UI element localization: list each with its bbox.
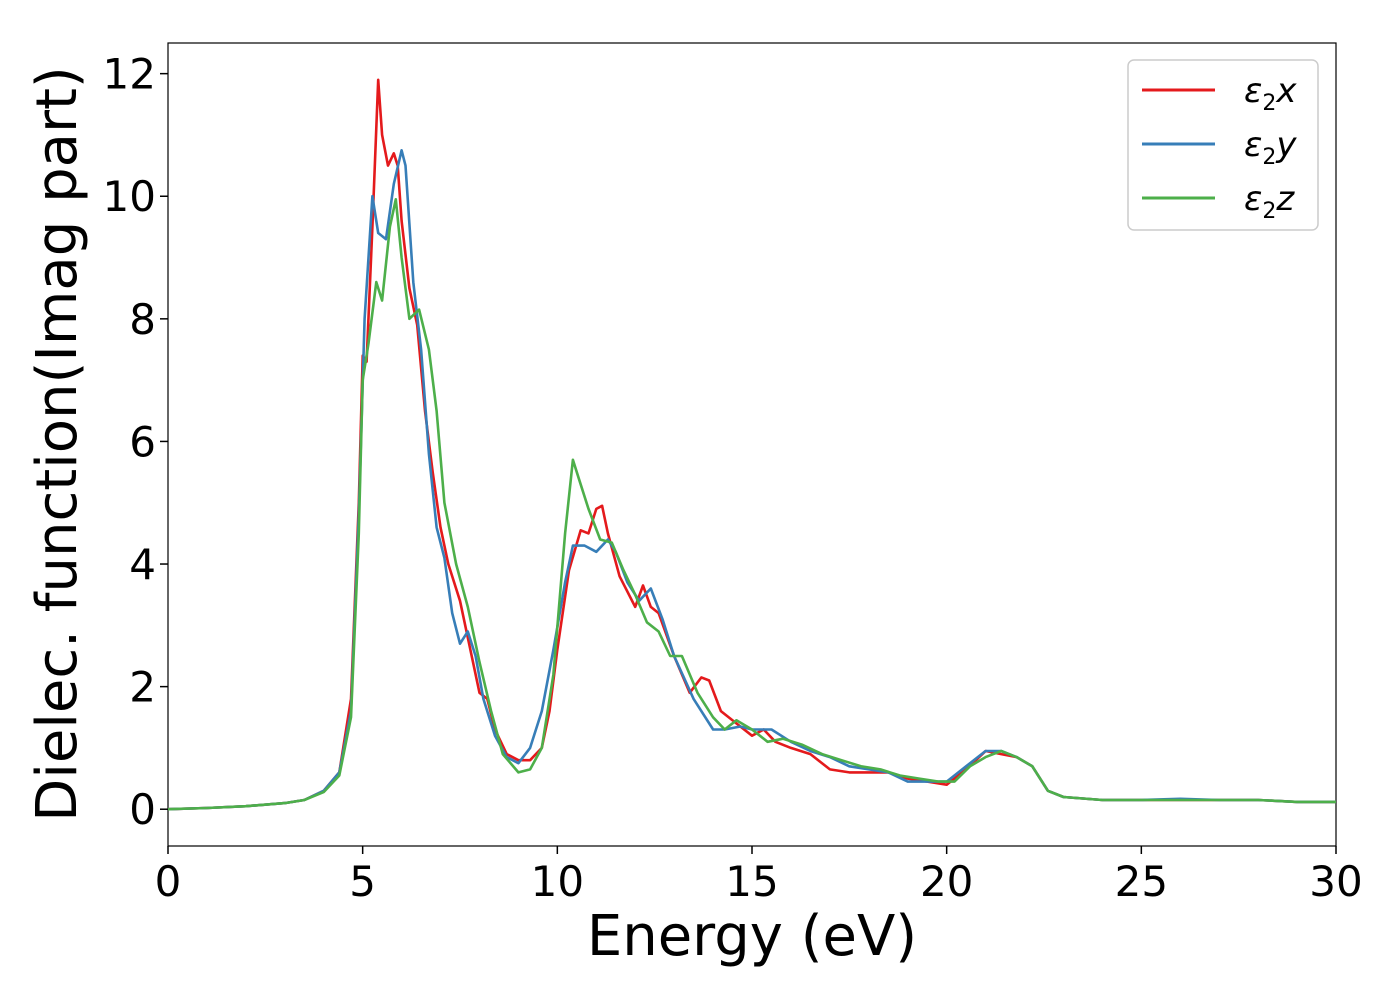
legend: ε2x ε2y ε2z: [1127, 59, 1319, 231]
x-tick-label: 0: [155, 857, 182, 906]
x-axis-ticks: 0 5 10 15 20 25 30: [155, 846, 1363, 906]
y-axis-title: Dielec. function(Imag part): [25, 66, 90, 822]
x-tick-label: 30: [1309, 857, 1362, 906]
y-tick-label: 12: [103, 50, 156, 99]
y-tick-label: 8: [129, 295, 156, 344]
y-axis-ticks: 0 2 4 6 8 10 12: [103, 50, 168, 834]
x-tick-label: 25: [1115, 857, 1168, 906]
x-tick-label: 20: [920, 857, 973, 906]
series-line-y: [167, 149, 1336, 811]
series-line-z: [167, 198, 1336, 811]
legend-box: [1127, 59, 1319, 231]
legend-label-x: ε2x: [1244, 71, 1297, 116]
legend-label-y: ε2y: [1244, 125, 1297, 170]
y-tick-label: 2: [129, 663, 156, 712]
y-tick-label: 0: [129, 785, 156, 834]
series-layer: [167, 78, 1336, 811]
y-tick-label: 10: [103, 172, 156, 221]
legend-label-z: ε2z: [1244, 179, 1295, 224]
x-axis-title: Energy (eV): [587, 904, 917, 969]
x-tick-label: 15: [725, 857, 778, 906]
y-tick-label: 4: [129, 540, 156, 589]
x-tick-label: 10: [531, 857, 584, 906]
y-tick-label: 6: [129, 417, 156, 466]
x-tick-label: 5: [349, 857, 376, 906]
